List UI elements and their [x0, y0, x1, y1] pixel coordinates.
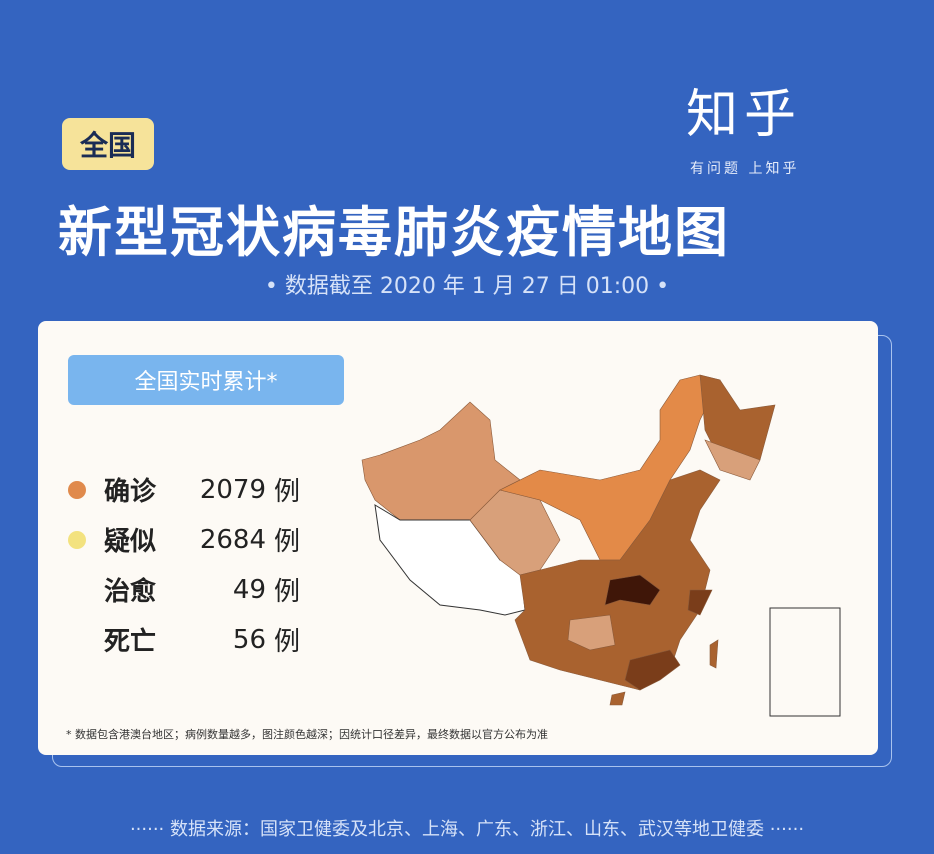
region-guangdong	[624, 649, 681, 691]
zhihu-slogan: 有问题 上知乎	[690, 161, 800, 177]
stat-label: 治愈	[104, 577, 157, 607]
stat-value: 56	[232, 624, 266, 655]
region-hubei	[604, 574, 661, 606]
stat-label: 死亡	[104, 627, 157, 657]
region-jilin	[704, 439, 761, 481]
stat-value: 2684	[199, 524, 266, 555]
stat-unit: 例	[274, 527, 301, 557]
stat-label: 确诊	[104, 477, 157, 507]
stat-deaths: 死亡 56 例	[68, 621, 300, 658]
stat-unit: 例	[274, 577, 301, 607]
stat-confirmed: 确诊 2079 例	[68, 471, 300, 508]
stat-suspected: 疑似 2684 例	[68, 521, 300, 558]
region-heilongjiang	[699, 374, 776, 461]
south-china-sea-inset	[769, 607, 841, 717]
region-zhejiang	[687, 589, 713, 616]
confirmed-dot-icon	[68, 480, 86, 499]
stat-value: 49	[232, 574, 266, 605]
stat-unit: 例	[274, 627, 301, 657]
region-xinjiang	[361, 401, 521, 521]
stat-label: 疑似	[104, 527, 157, 557]
cumulative-pill: 全国实时累计*	[68, 355, 344, 405]
scope-badge: 全国	[62, 118, 154, 170]
suspected-dot-icon	[68, 530, 86, 549]
region-taiwan	[709, 639, 719, 669]
data-date: • 数据截至 2020 年 1 月 27 日 01:00 •	[264, 274, 670, 299]
data-source: ······ 数据来源：国家卫健委及北京、上海、广东、浙江、山东、武汉等地卫健委…	[129, 819, 805, 840]
page-title: 新型冠状病毒肺炎疫情地图	[58, 201, 730, 264]
region-guizhou	[567, 614, 616, 651]
region-tibet	[374, 504, 526, 616]
stat-unit: 例	[274, 477, 301, 507]
region-north	[499, 374, 721, 561]
footnote: * 数据包含港澳台地区；病例数量越多，图注颜色越深；因统计口径差异，最终数据以官…	[66, 728, 548, 741]
zhihu-logo: 知乎	[686, 85, 803, 145]
stat-value: 2079	[199, 474, 266, 505]
region-hainan	[609, 691, 626, 706]
stat-cured: 治愈 49 例	[68, 571, 300, 608]
